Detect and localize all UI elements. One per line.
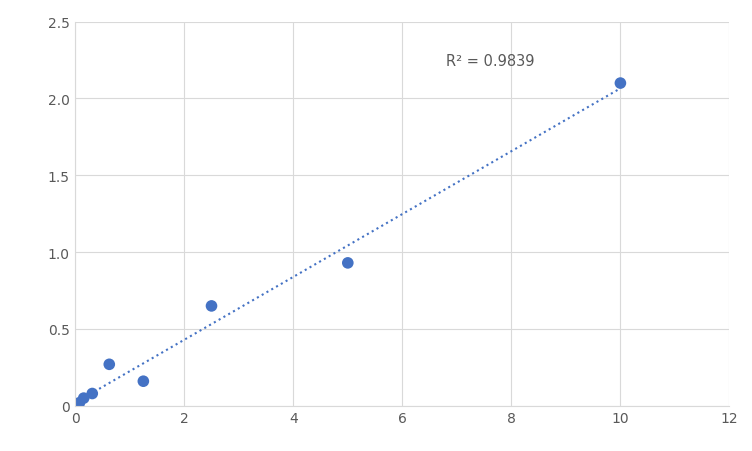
Point: [341, 260, 353, 267]
Point: [138, 378, 150, 385]
Text: R² = 0.9839: R² = 0.9839: [446, 54, 535, 69]
Point: [77, 395, 89, 402]
Point: [103, 361, 115, 368]
Point: [86, 390, 99, 397]
Point: [74, 399, 86, 406]
Point: [69, 402, 81, 410]
Point: [205, 303, 217, 310]
Point: [614, 80, 626, 87]
